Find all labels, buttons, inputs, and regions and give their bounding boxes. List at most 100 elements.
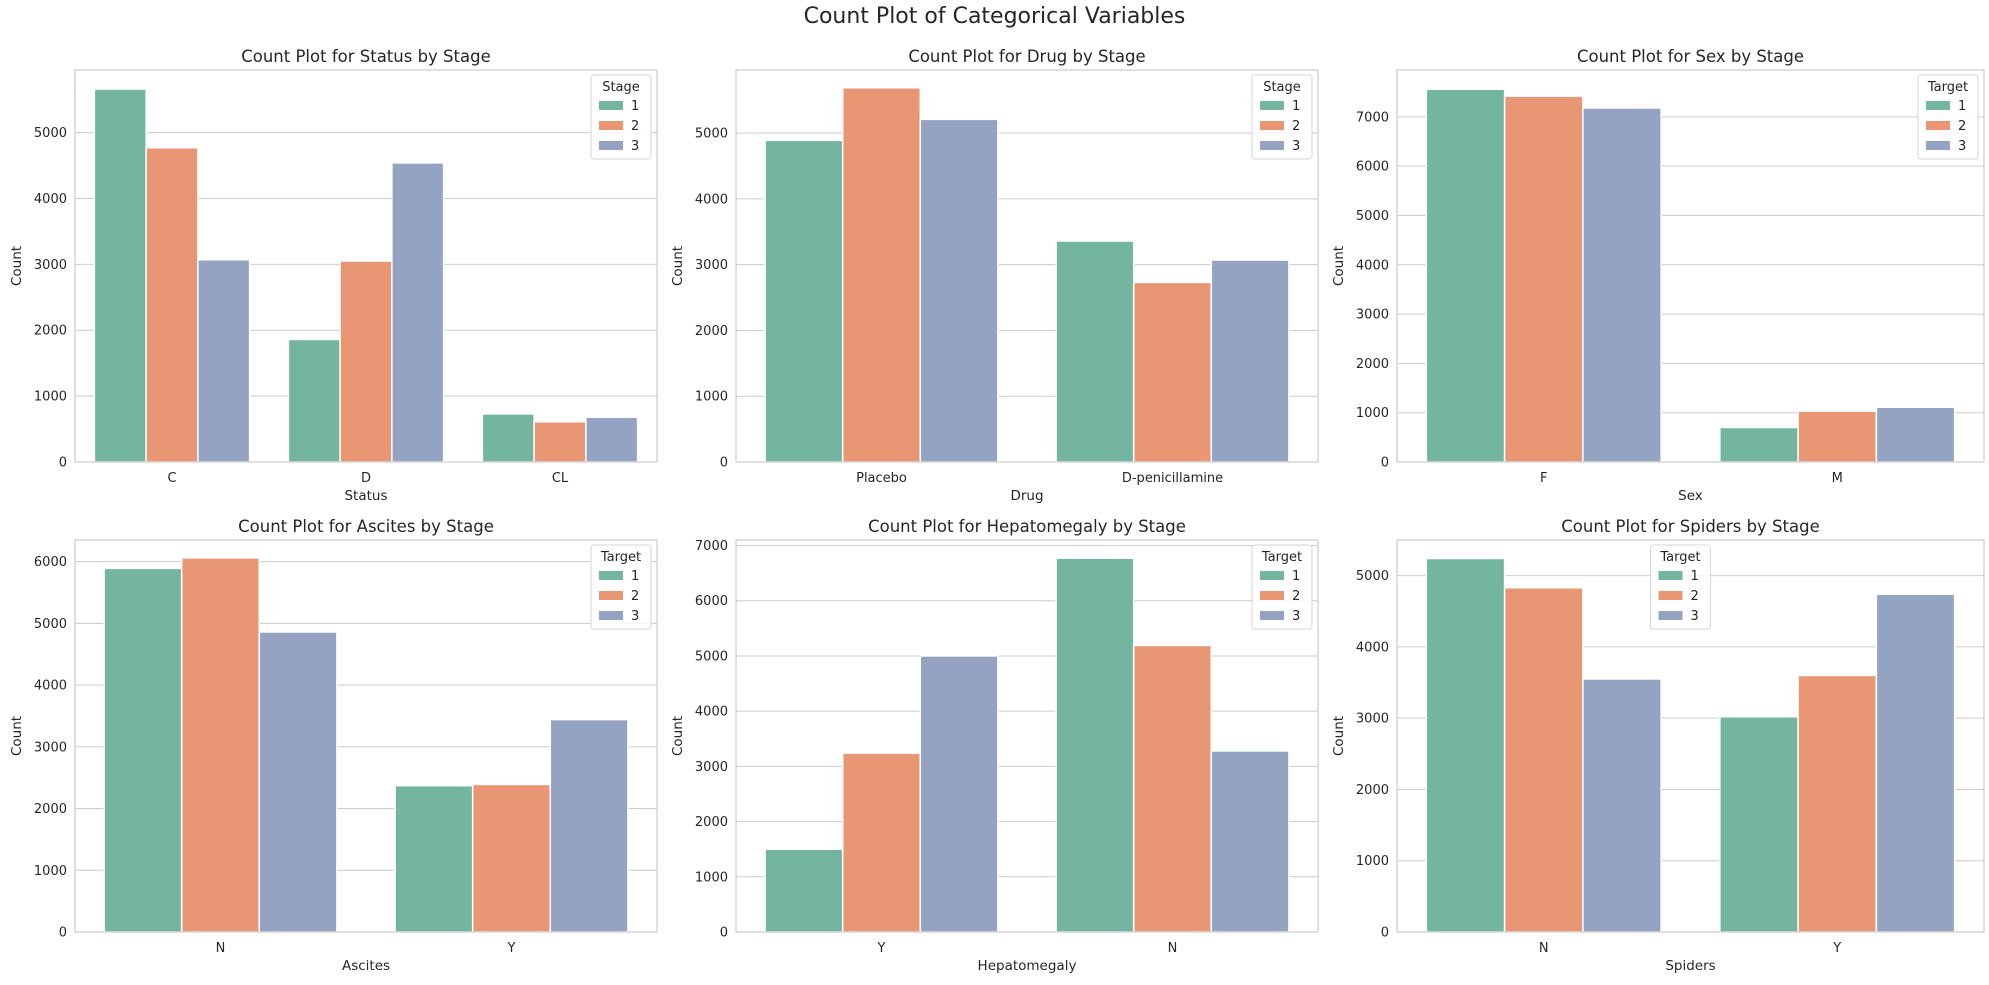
bar-2-Placebo [841,87,922,463]
legend-label-3: 3 [1292,609,1300,624]
y-tick-label: 5000 [695,649,728,664]
legend-label-2: 2 [1958,119,1966,134]
y-tick-label: 5000 [1356,209,1389,224]
legend-label-3: 3 [631,609,639,624]
legend-swatch-1 [1260,571,1284,580]
x-tick-label: Y [1832,941,1841,956]
legend-title: Stage [1263,80,1301,95]
axes-frame [74,539,658,933]
legend: Target 1 2 3 [1917,74,1979,160]
legend-swatch-3 [1260,611,1284,620]
legend-swatch-1 [1658,571,1683,580]
legend-label-2: 2 [631,589,639,604]
legend-title: Target [1261,550,1302,565]
y-tick-label: 5000 [34,126,67,141]
x-tick-label: C [167,471,176,486]
legend-box [590,74,652,160]
bar-3-Y [549,718,629,933]
y-tick-label: 4000 [695,705,728,720]
y-tick-label: 2000 [1356,357,1389,372]
x-tick-label: Y [877,941,886,956]
bar-2-F [1503,95,1584,463]
bar-3-Y [919,655,999,933]
y-tick-label: 1000 [695,390,728,405]
legend-label-2: 2 [1292,589,1300,604]
bar-1-Y [394,784,474,933]
legend-label-3: 3 [1691,609,1699,624]
bar-2-N [180,557,261,933]
bar-2-M [1797,410,1878,463]
bar-1-Y [764,848,844,933]
subplot-6: 0 1000 2000 3000 4000 5000 N Y Count Plot for Sp… [1331,517,1985,974]
figure-title: Count Plot of Categorical Variables [803,4,1186,29]
y-tick-label: 0 [720,456,728,471]
legend-swatch-3 [599,141,623,150]
y-axis-label: Count [9,716,25,756]
y-tick-label: 6000 [1356,160,1389,175]
axes-frame [735,69,1319,463]
legend-swatch-2 [1260,591,1284,600]
bar-3-Placebo [919,118,999,463]
x-tick-label: N [216,941,226,956]
bar-1-N [1055,557,1135,933]
bar-3-N [258,631,338,933]
legend-label-1: 1 [1958,99,1966,114]
x-axis-label: Drug [1010,488,1043,504]
x-tick-label: Y [507,941,516,956]
legend-label-1: 1 [1691,569,1699,584]
y-tick-label: 5000 [34,617,67,632]
y-tick-label: 0 [1381,456,1389,471]
y-tick-label: 1000 [1356,406,1389,421]
x-tick-label: Placebo [856,471,907,486]
bar-3-D-penicillamine [1210,259,1290,463]
bar-2-D [339,260,393,463]
y-tick-label: 5000 [695,127,728,142]
y-tick-label: 4000 [34,192,67,207]
legend-swatch-1 [1260,101,1284,110]
x-axis-label: Status [344,488,387,504]
y-tick-label: 1000 [695,870,728,885]
y-tick-label: 5000 [1356,569,1389,584]
y-tick-label: 0 [720,926,728,941]
subplot-5: 0 1000 2000 3000 4000 5000 6000 7000 Y N Count Plo… [670,517,1319,974]
subplot-title: Count Plot for Sex by Stage [1577,47,1804,66]
bar-1-Y [1719,716,1799,933]
y-axis-label: Count [9,246,25,286]
bar-3-F [1582,107,1662,463]
legend-swatch-2 [599,591,623,600]
y-tick-label: 1000 [34,864,67,879]
y-tick-label: 2000 [1356,783,1389,798]
y-axis-label: Count [1331,246,1347,286]
y-tick-label: 3000 [1356,712,1389,727]
legend-swatch-1 [599,571,623,580]
legend-title: Target [600,550,641,565]
x-tick-label: F [1540,471,1547,486]
y-tick-label: 4000 [695,192,728,207]
legend-swatch-2 [1926,121,1950,130]
legend-label-1: 1 [631,99,639,114]
subplot-1: 0 1000 2000 3000 4000 5000 C D CL Count Plot for … [9,47,658,504]
y-tick-label: 6000 [34,555,67,570]
legend: Target 1 2 3 [590,544,652,630]
x-tick-label: N [1539,941,1549,956]
legend-swatch-1 [1926,101,1950,110]
axes-frame [1396,69,1985,463]
x-tick-label: D [361,471,371,486]
x-axis-label: Sex [1678,488,1703,504]
x-axis-label: Ascites [342,958,390,974]
y-tick-label: 0 [59,926,67,941]
legend-box [1917,74,1979,160]
bar-2-C [145,146,199,463]
legend-title: Target [1659,550,1700,565]
x-tick-label: M [1832,471,1843,486]
y-tick-label: 1000 [34,390,67,405]
subplot-2: 0 1000 2000 3000 4000 5000 Placebo D-penicillam… [670,47,1319,504]
x-axis-label: Hepatomegaly [978,958,1077,974]
legend-swatch-3 [1658,611,1683,620]
axes-frame [74,69,658,463]
x-axis-label: Spiders [1665,958,1715,974]
bar-2-Y [471,783,552,933]
legend-swatch-1 [599,101,623,110]
y-tick-label: 2000 [695,324,728,339]
y-tick-label: 2000 [34,802,67,817]
